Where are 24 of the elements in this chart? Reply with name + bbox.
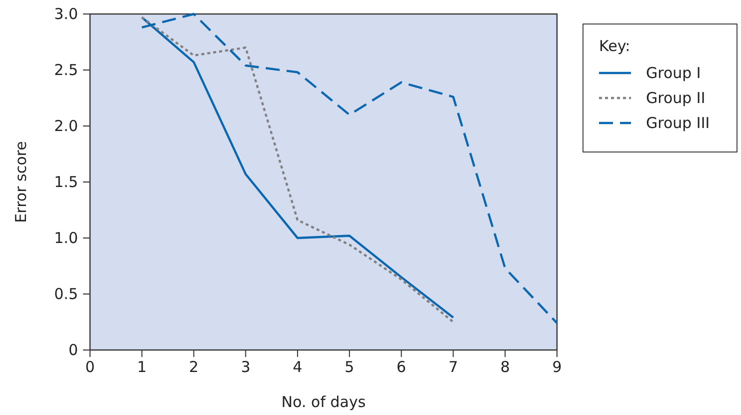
y-tick-label: 2.0 [54,117,78,135]
y-axis-title: Error score [12,141,30,223]
x-tick-label: 3 [240,358,250,376]
x-axis-title: No. of days [281,393,366,411]
y-tick-label: 2.5 [54,61,78,79]
x-tick-label: 4 [292,358,302,376]
y-tick-label: 1.5 [54,173,78,191]
x-tick-label: 7 [448,358,458,376]
x-tick-label: 2 [189,358,199,376]
x-tick-label: 6 [396,358,406,376]
x-tick-label: 9 [552,358,562,376]
legend-label: Group III [646,114,710,132]
x-tick-label: 8 [500,358,510,376]
x-tick-label: 1 [137,358,147,376]
legend-label: Group I [646,64,701,82]
y-tick-label: 1.0 [54,229,78,247]
legend-title: Key: [599,37,630,55]
x-tick-label: 5 [344,358,354,376]
y-tick-label: 0.5 [54,285,78,303]
legend-label: Group II [646,89,706,107]
y-tick-label: 0 [68,341,78,359]
line-series [140,12,558,324]
y-tick-label: 3.0 [54,5,78,23]
x-tick-label: 0 [85,358,95,376]
